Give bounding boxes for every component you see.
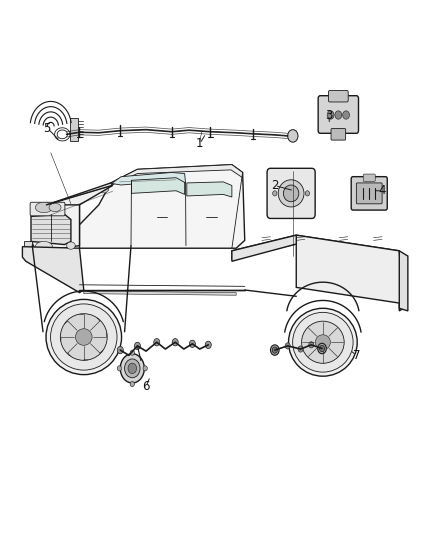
Ellipse shape: [67, 242, 75, 249]
Polygon shape: [22, 247, 84, 293]
FancyBboxPatch shape: [328, 91, 348, 102]
Polygon shape: [31, 214, 71, 245]
Ellipse shape: [50, 304, 117, 370]
Ellipse shape: [272, 191, 277, 196]
FancyBboxPatch shape: [351, 176, 387, 210]
Ellipse shape: [134, 342, 141, 350]
Text: 1: 1: [196, 138, 203, 150]
FancyBboxPatch shape: [357, 183, 382, 204]
Ellipse shape: [46, 300, 122, 375]
Ellipse shape: [128, 363, 137, 374]
Ellipse shape: [205, 341, 211, 349]
Ellipse shape: [117, 346, 123, 354]
Polygon shape: [32, 205, 79, 251]
Text: 7: 7: [353, 349, 360, 362]
Ellipse shape: [154, 338, 160, 346]
Ellipse shape: [35, 202, 53, 213]
Text: 5: 5: [44, 122, 51, 134]
FancyBboxPatch shape: [30, 202, 65, 216]
Circle shape: [288, 130, 298, 142]
FancyBboxPatch shape: [331, 128, 346, 140]
Ellipse shape: [272, 347, 277, 353]
Polygon shape: [24, 241, 32, 248]
Ellipse shape: [309, 342, 314, 348]
Text: 6: 6: [142, 380, 150, 393]
Polygon shape: [131, 177, 185, 195]
Ellipse shape: [117, 366, 122, 371]
Ellipse shape: [305, 191, 310, 196]
Polygon shape: [232, 235, 399, 259]
FancyBboxPatch shape: [363, 174, 375, 181]
Ellipse shape: [172, 338, 178, 346]
Ellipse shape: [289, 308, 357, 376]
Ellipse shape: [343, 111, 350, 119]
Ellipse shape: [143, 366, 147, 371]
Ellipse shape: [285, 343, 290, 349]
Polygon shape: [187, 182, 232, 197]
Ellipse shape: [271, 345, 279, 356]
Text: 4: 4: [378, 184, 386, 197]
Polygon shape: [111, 165, 243, 185]
Ellipse shape: [130, 382, 134, 386]
Ellipse shape: [319, 345, 325, 352]
Bar: [70, 118, 78, 141]
Ellipse shape: [283, 185, 299, 201]
Polygon shape: [84, 291, 236, 295]
Ellipse shape: [298, 346, 303, 352]
Ellipse shape: [49, 203, 61, 212]
Ellipse shape: [302, 321, 344, 364]
FancyBboxPatch shape: [318, 96, 358, 133]
FancyBboxPatch shape: [267, 168, 315, 219]
Ellipse shape: [60, 314, 107, 360]
Ellipse shape: [318, 343, 326, 354]
Ellipse shape: [189, 340, 195, 348]
Text: 3: 3: [325, 109, 332, 122]
Polygon shape: [101, 188, 109, 193]
Ellipse shape: [278, 180, 304, 207]
Polygon shape: [112, 173, 186, 185]
Ellipse shape: [293, 312, 353, 372]
Ellipse shape: [35, 241, 53, 252]
Ellipse shape: [120, 354, 144, 383]
Polygon shape: [399, 251, 408, 311]
Ellipse shape: [75, 329, 92, 345]
Polygon shape: [46, 183, 113, 225]
Polygon shape: [296, 235, 403, 311]
Polygon shape: [79, 165, 245, 248]
Polygon shape: [232, 235, 296, 261]
Ellipse shape: [335, 111, 342, 119]
Ellipse shape: [315, 335, 330, 350]
Text: 2: 2: [271, 179, 279, 192]
Ellipse shape: [130, 350, 134, 356]
Ellipse shape: [327, 111, 334, 119]
Ellipse shape: [124, 359, 140, 378]
